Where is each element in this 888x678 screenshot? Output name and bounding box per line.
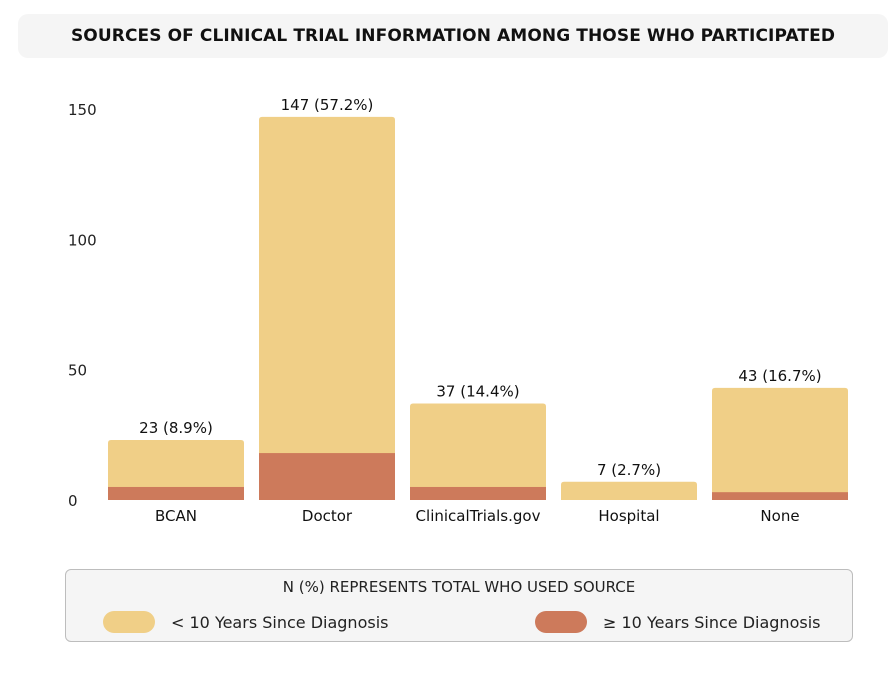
legend-item-ge10: ≥ 10 Years Since Diagnosis [535, 611, 820, 633]
legend-label-lt10: < 10 Years Since Diagnosis [171, 612, 389, 632]
bar-group-doctor: 147 (57.2%) Doctor [259, 96, 395, 525]
legend-label-ge10: ≥ 10 Years Since Diagnosis [603, 612, 821, 632]
bar-lt10 [561, 481, 697, 500]
bar-group-hospital: 7 (2.7%) Hospital [561, 461, 697, 525]
legend: N (%) REPRESENTS TOTAL WHO USED SOURCE <… [65, 569, 853, 642]
bar-group-none: 43 (16.7%) None [712, 367, 848, 525]
x-tick-label: Hospital [598, 507, 659, 525]
y-tick-label: 100 [68, 231, 97, 249]
chart-title-box: SOURCES OF CLINICAL TRIAL INFORMATION AM… [18, 14, 888, 58]
y-tick-label: 150 [68, 101, 97, 119]
bar-ge10 [259, 453, 395, 500]
bar-lt10 [259, 116, 395, 500]
x-tick-label: ClinicalTrials.gov [416, 507, 541, 525]
bar-ge10 [410, 486, 546, 500]
data-label: 7 (2.7%) [597, 461, 661, 479]
legend-item-lt10: < 10 Years Since Diagnosis [103, 611, 388, 633]
legend-note: N (%) REPRESENTS TOTAL WHO USED SOURCE [282, 578, 636, 596]
y-tick-label: 0 [68, 492, 78, 510]
chart-title: SOURCES OF CLINICAL TRIAL INFORMATION AM… [70, 26, 836, 46]
x-tick-label: None [760, 507, 799, 525]
legend-swatch-lt10 [103, 611, 155, 633]
legend-swatch-ge10 [535, 611, 587, 633]
bar-chart: 0 50 100 150 23 (8.9%) BCAN 147 (57.2%) Doctor 3… [68, 96, 848, 525]
bar-group-clinicaltrials-gov: 37 (14.4%) ClinicalTrials.gov [410, 383, 546, 525]
bar-ge10 [712, 492, 848, 500]
bar-lt10 [410, 403, 546, 500]
bar-group-bcan: 23 (8.9%) BCAN [108, 419, 244, 525]
y-tick-label: 50 [68, 362, 87, 380]
data-label: 23 (8.9%) [139, 419, 213, 437]
data-label: 37 (14.4%) [436, 383, 519, 401]
x-tick-label: BCAN [155, 507, 197, 525]
data-label: 43 (16.7%) [738, 367, 821, 385]
x-tick-label: Doctor [302, 507, 353, 525]
bar-lt10 [108, 440, 244, 500]
bar-ge10 [108, 486, 244, 500]
data-label: 147 (57.2%) [281, 96, 374, 114]
bar-lt10 [712, 387, 848, 500]
